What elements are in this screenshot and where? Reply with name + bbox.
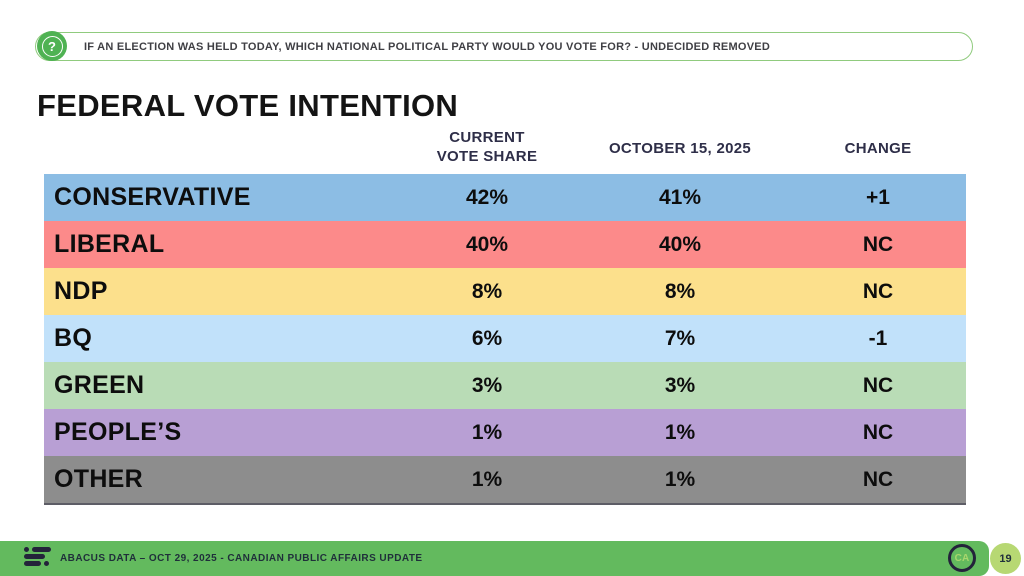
table-header-row: CURRENT VOTE SHARE OCTOBER 15, 2025 CHAN… <box>44 124 966 172</box>
table-row: PEOPLE’S 1% 1% NC <box>44 409 966 456</box>
question-icon: ? <box>37 31 67 61</box>
footer-caption: ABACUS DATA – OCT 29, 2025 - CANADIAN PU… <box>60 553 423 564</box>
current-share-value: 6% <box>471 326 503 350</box>
abacus-data-logo-icon <box>24 547 54 569</box>
question-banner: IF AN ELECTION WAS HELD TODAY, WHICH NAT… <box>35 32 973 61</box>
previous-share-value: 40% <box>658 232 702 256</box>
current-share-value: 40% <box>465 232 509 256</box>
table-row: OTHER 1% 1% NC <box>44 456 966 503</box>
previous-share-value: 41% <box>658 185 702 209</box>
logo-bar <box>24 554 45 559</box>
party-label: NDP <box>54 277 108 305</box>
table-row: CONSERVATIVE 42% 41% +1 <box>44 174 966 221</box>
question-mark-glyph: ? <box>41 35 63 57</box>
change-value: +1 <box>866 185 890 209</box>
logo-row <box>24 561 54 566</box>
change-value: -1 <box>868 326 888 350</box>
change-value: NC <box>862 467 894 491</box>
logo-bar <box>24 561 41 566</box>
previous-share-value: 8% <box>664 279 696 303</box>
table-row: NDP 8% 8% NC <box>44 268 966 315</box>
header-october-15-2025: OCTOBER 15, 2025 <box>608 139 752 157</box>
current-share-value: 42% <box>465 185 509 209</box>
party-label: LIBERAL <box>54 230 165 258</box>
change-value: NC <box>862 279 894 303</box>
logo-row <box>24 554 54 559</box>
change-value: NC <box>862 420 894 444</box>
party-label: BQ <box>54 324 93 352</box>
logo-row <box>24 547 54 552</box>
table-row: GREEN 3% 3% NC <box>44 362 966 409</box>
party-label: OTHER <box>54 465 143 493</box>
header-current-vote-share: CURRENT VOTE SHARE <box>436 129 538 165</box>
change-value: NC <box>862 373 894 397</box>
logo-dot <box>24 547 29 552</box>
current-share-value: 8% <box>471 279 503 303</box>
page-title: FEDERAL VOTE INTENTION <box>37 88 459 123</box>
current-share-value: 3% <box>471 373 503 397</box>
party-label: CONSERVATIVE <box>54 183 251 211</box>
ca-badge: CA <box>948 544 976 572</box>
header-change: CHANGE <box>844 139 912 157</box>
vote-intention-table: CONSERVATIVE 42% 41% +1 LIBERAL 40% 40% … <box>44 174 966 505</box>
logo-bar <box>32 547 51 552</box>
footer-bar <box>0 541 989 576</box>
previous-share-value: 1% <box>664 467 696 491</box>
current-share-value: 1% <box>471 467 503 491</box>
question-text: IF AN ELECTION WAS HELD TODAY, WHICH NAT… <box>84 40 771 53</box>
previous-share-value: 1% <box>664 420 696 444</box>
party-label: PEOPLE’S <box>54 418 182 446</box>
table-row: LIBERAL 40% 40% NC <box>44 221 966 268</box>
change-value: NC <box>862 232 894 256</box>
page-number-badge: 19 <box>990 543 1021 574</box>
previous-share-value: 3% <box>664 373 696 397</box>
current-share-value: 1% <box>471 420 503 444</box>
logo-dot <box>44 561 49 566</box>
table-row: BQ 6% 7% -1 <box>44 315 966 362</box>
previous-share-value: 7% <box>664 326 696 350</box>
party-label: GREEN <box>54 371 145 399</box>
